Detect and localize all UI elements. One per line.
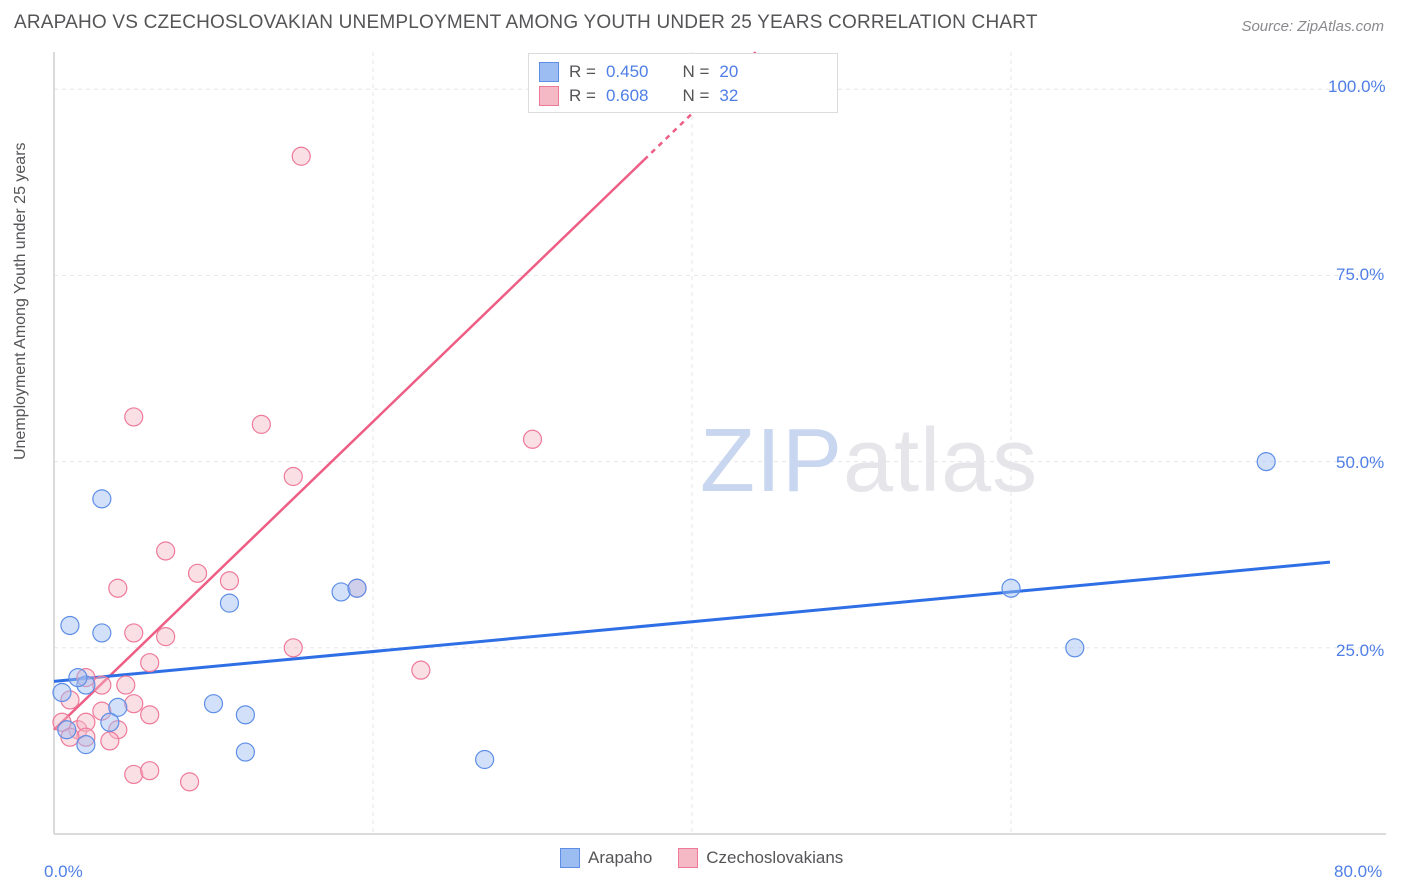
scatter-svg: [50, 48, 1390, 838]
stat-n-label: N =: [682, 60, 709, 84]
x-tick-0: 0.0%: [44, 862, 83, 882]
stat-r-value-arapaho: 0.450: [606, 60, 649, 84]
swatch-czech: [539, 86, 559, 106]
chart-title: ARAPAHO VS CZECHOSLOVAKIAN UNEMPLOYMENT …: [14, 12, 1038, 34]
y-tick-25: 25.0%: [1336, 641, 1384, 661]
legend-swatch-arapaho: [560, 848, 580, 868]
stats-row-arapaho: R = 0.450 N = 20: [539, 60, 827, 84]
source-attribution: Source: ZipAtlas.com: [1241, 18, 1384, 35]
legend-label-czech: Czechoslovakians: [706, 848, 843, 868]
y-tick-50: 50.0%: [1336, 453, 1384, 473]
y-axis-label: Unemployment Among Youth under 25 years: [12, 142, 30, 460]
stat-n-value-czech: 32: [719, 84, 738, 108]
series-legend: Arapaho Czechoslovakians: [560, 848, 843, 868]
y-tick-100: 100.0%: [1328, 77, 1386, 97]
legend-swatch-czech: [678, 848, 698, 868]
legend-item-czech: Czechoslovakians: [678, 848, 843, 868]
plot-area: [50, 48, 1390, 838]
y-tick-75: 75.0%: [1336, 265, 1384, 285]
stat-n-value-arapaho: 20: [719, 60, 738, 84]
stat-r-label: R =: [569, 60, 596, 84]
stat-n-label: N =: [682, 84, 709, 108]
swatch-arapaho: [539, 62, 559, 82]
stats-legend-box: R = 0.450 N = 20 R = 0.608 N = 32: [528, 53, 838, 113]
x-tick-80: 80.0%: [1334, 862, 1382, 882]
stat-r-value-czech: 0.608: [606, 84, 649, 108]
stats-row-czech: R = 0.608 N = 32: [539, 84, 827, 108]
legend-item-arapaho: Arapaho: [560, 848, 652, 868]
stat-r-label: R =: [569, 84, 596, 108]
legend-label-arapaho: Arapaho: [588, 848, 652, 868]
